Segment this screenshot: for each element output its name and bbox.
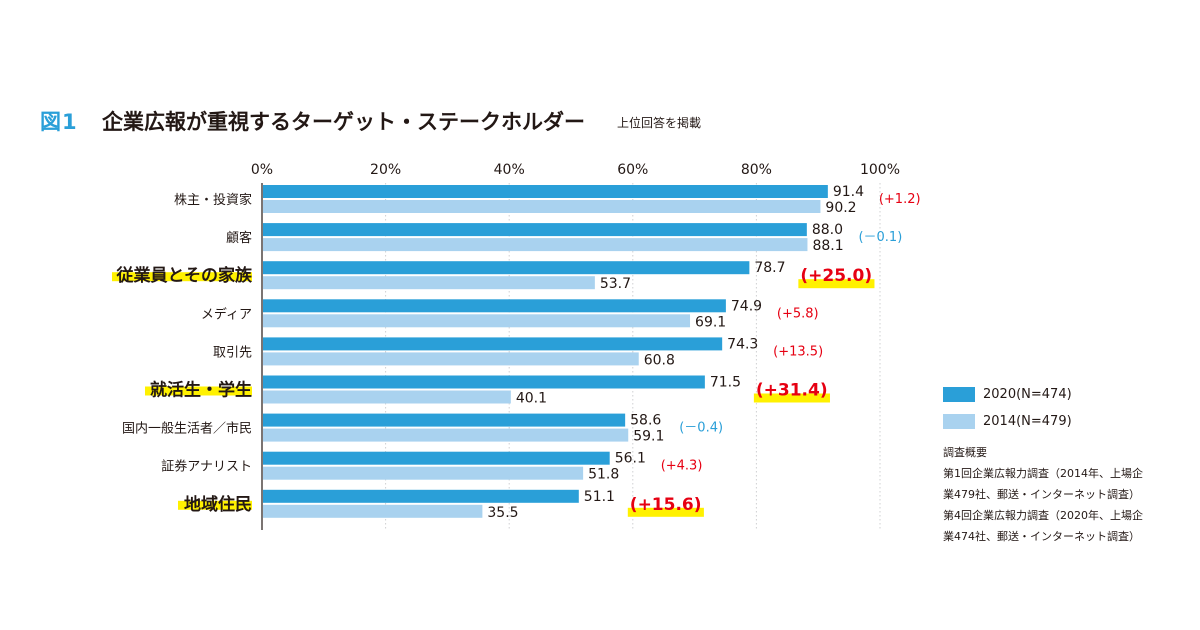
bar-2020 [263, 185, 828, 198]
value-label-2014: 59.1 [633, 429, 664, 445]
bar-2014 [263, 390, 511, 404]
bar-2014 [263, 466, 584, 480]
category-highlight [178, 500, 252, 510]
x-tick-label: 40% [494, 162, 525, 178]
difference-label: (－0.1) [858, 230, 902, 245]
value-label-2020: 58.6 [630, 413, 661, 429]
survey-note-line: 業474社、郵送・インターネット調査） [943, 530, 1140, 543]
value-label-2014: 88.1 [812, 238, 843, 254]
difference-label: (+13.5) [773, 344, 823, 359]
legend-label-2020: 2020(N=474) [983, 386, 1072, 402]
figure-title: 企業広報が重視するターゲット・ステークホルダー [102, 110, 585, 134]
x-tick-label: 60% [617, 162, 648, 178]
value-label-2020: 71.5 [710, 375, 741, 391]
difference-label: (+4.3) [661, 459, 703, 474]
x-tick-label: 20% [370, 162, 401, 178]
figure-subtitle: 上位回答を掲載 [617, 116, 702, 130]
value-label-2020: 51.1 [584, 489, 615, 505]
bar-2020 [263, 489, 579, 503]
bar-2020 [263, 375, 705, 389]
bar-2020 [263, 337, 723, 351]
survey-notes: 調査概要 第1回企業広報力調査（2014年、上場企 業479社、郵送・インターネ… [943, 442, 1143, 547]
difference-highlight [798, 279, 875, 289]
bar-2014 [263, 314, 691, 328]
difference-highlight [753, 393, 830, 403]
category-label: 就活生・学生 [150, 380, 252, 401]
bar-2014 [263, 428, 629, 442]
category-label: 取引先 [213, 345, 252, 360]
difference-label: (+15.6) [630, 495, 702, 515]
value-label-2014: 35.5 [487, 505, 518, 521]
difference-label: (+5.8) [777, 306, 819, 321]
bar-2014 [263, 352, 639, 366]
x-tick-label: 80% [741, 162, 772, 178]
category-label: 従業員とその家族 [116, 265, 253, 286]
difference-label: (+25.0) [800, 266, 872, 286]
difference-label: (+31.4) [756, 381, 828, 401]
difference-highlight [627, 507, 704, 517]
difference-label: (+1.2) [879, 192, 921, 207]
figure-number: 図1 [40, 110, 78, 134]
category-label: 株主・投資家 [174, 192, 252, 208]
value-label-2020: 91.4 [833, 184, 864, 200]
category-label: 顧客 [226, 230, 252, 246]
value-label-2020: 74.9 [731, 298, 762, 314]
legend: 2020(N=474) 2014(N=479) [943, 383, 1072, 437]
value-label-2014: 53.7 [600, 276, 631, 292]
value-label-2020: 88.0 [812, 222, 843, 238]
value-label-2020: 56.1 [615, 451, 646, 467]
category-label: 証券アナリスト [161, 459, 252, 475]
value-label-2014: 51.8 [588, 467, 619, 483]
value-label-2014: 40.1 [516, 391, 547, 407]
legend-item-2020: 2020(N=474) [943, 383, 1072, 405]
bar-2020 [263, 451, 610, 465]
category-label: メディア [201, 306, 252, 322]
bar-2020 [263, 223, 807, 237]
bar-2014 [263, 200, 821, 213]
category-label: 国内一般生活者／市民 [122, 421, 252, 437]
survey-note-line: 第4回企業広報力調査（2020年、上場企 [943, 509, 1143, 522]
bar-2014 [263, 276, 595, 290]
value-label-2014: 60.8 [644, 352, 675, 368]
survey-note-line: 第1回企業広報力調査（2014年、上場企 [943, 467, 1143, 480]
bar-2014 [263, 238, 808, 252]
category-highlight [112, 272, 252, 282]
bar-2014 [263, 504, 483, 518]
survey-note-line: 業479社、郵送・インターネット調査） [943, 488, 1140, 501]
value-label-2020: 78.7 [754, 260, 785, 276]
legend-swatch-2014 [943, 413, 975, 429]
legend-swatch-2020 [943, 386, 975, 402]
bar-2020 [263, 413, 626, 427]
value-label-2020: 74.3 [727, 336, 758, 352]
survey-notes-heading: 調査概要 [943, 446, 987, 459]
x-tick-label: 100% [860, 162, 900, 178]
x-tick-label: 0% [251, 162, 273, 178]
category-highlight [145, 386, 252, 396]
bar-2020 [263, 299, 726, 313]
bar-2020 [263, 261, 750, 275]
category-label: 地域住民 [184, 494, 252, 515]
difference-label: (－0.4) [679, 421, 723, 436]
value-label-2014: 69.1 [695, 314, 726, 330]
legend-label-2014: 2014(N=479) [983, 413, 1072, 429]
legend-item-2014: 2014(N=479) [943, 410, 1072, 432]
value-label-2014: 90.2 [825, 200, 856, 216]
